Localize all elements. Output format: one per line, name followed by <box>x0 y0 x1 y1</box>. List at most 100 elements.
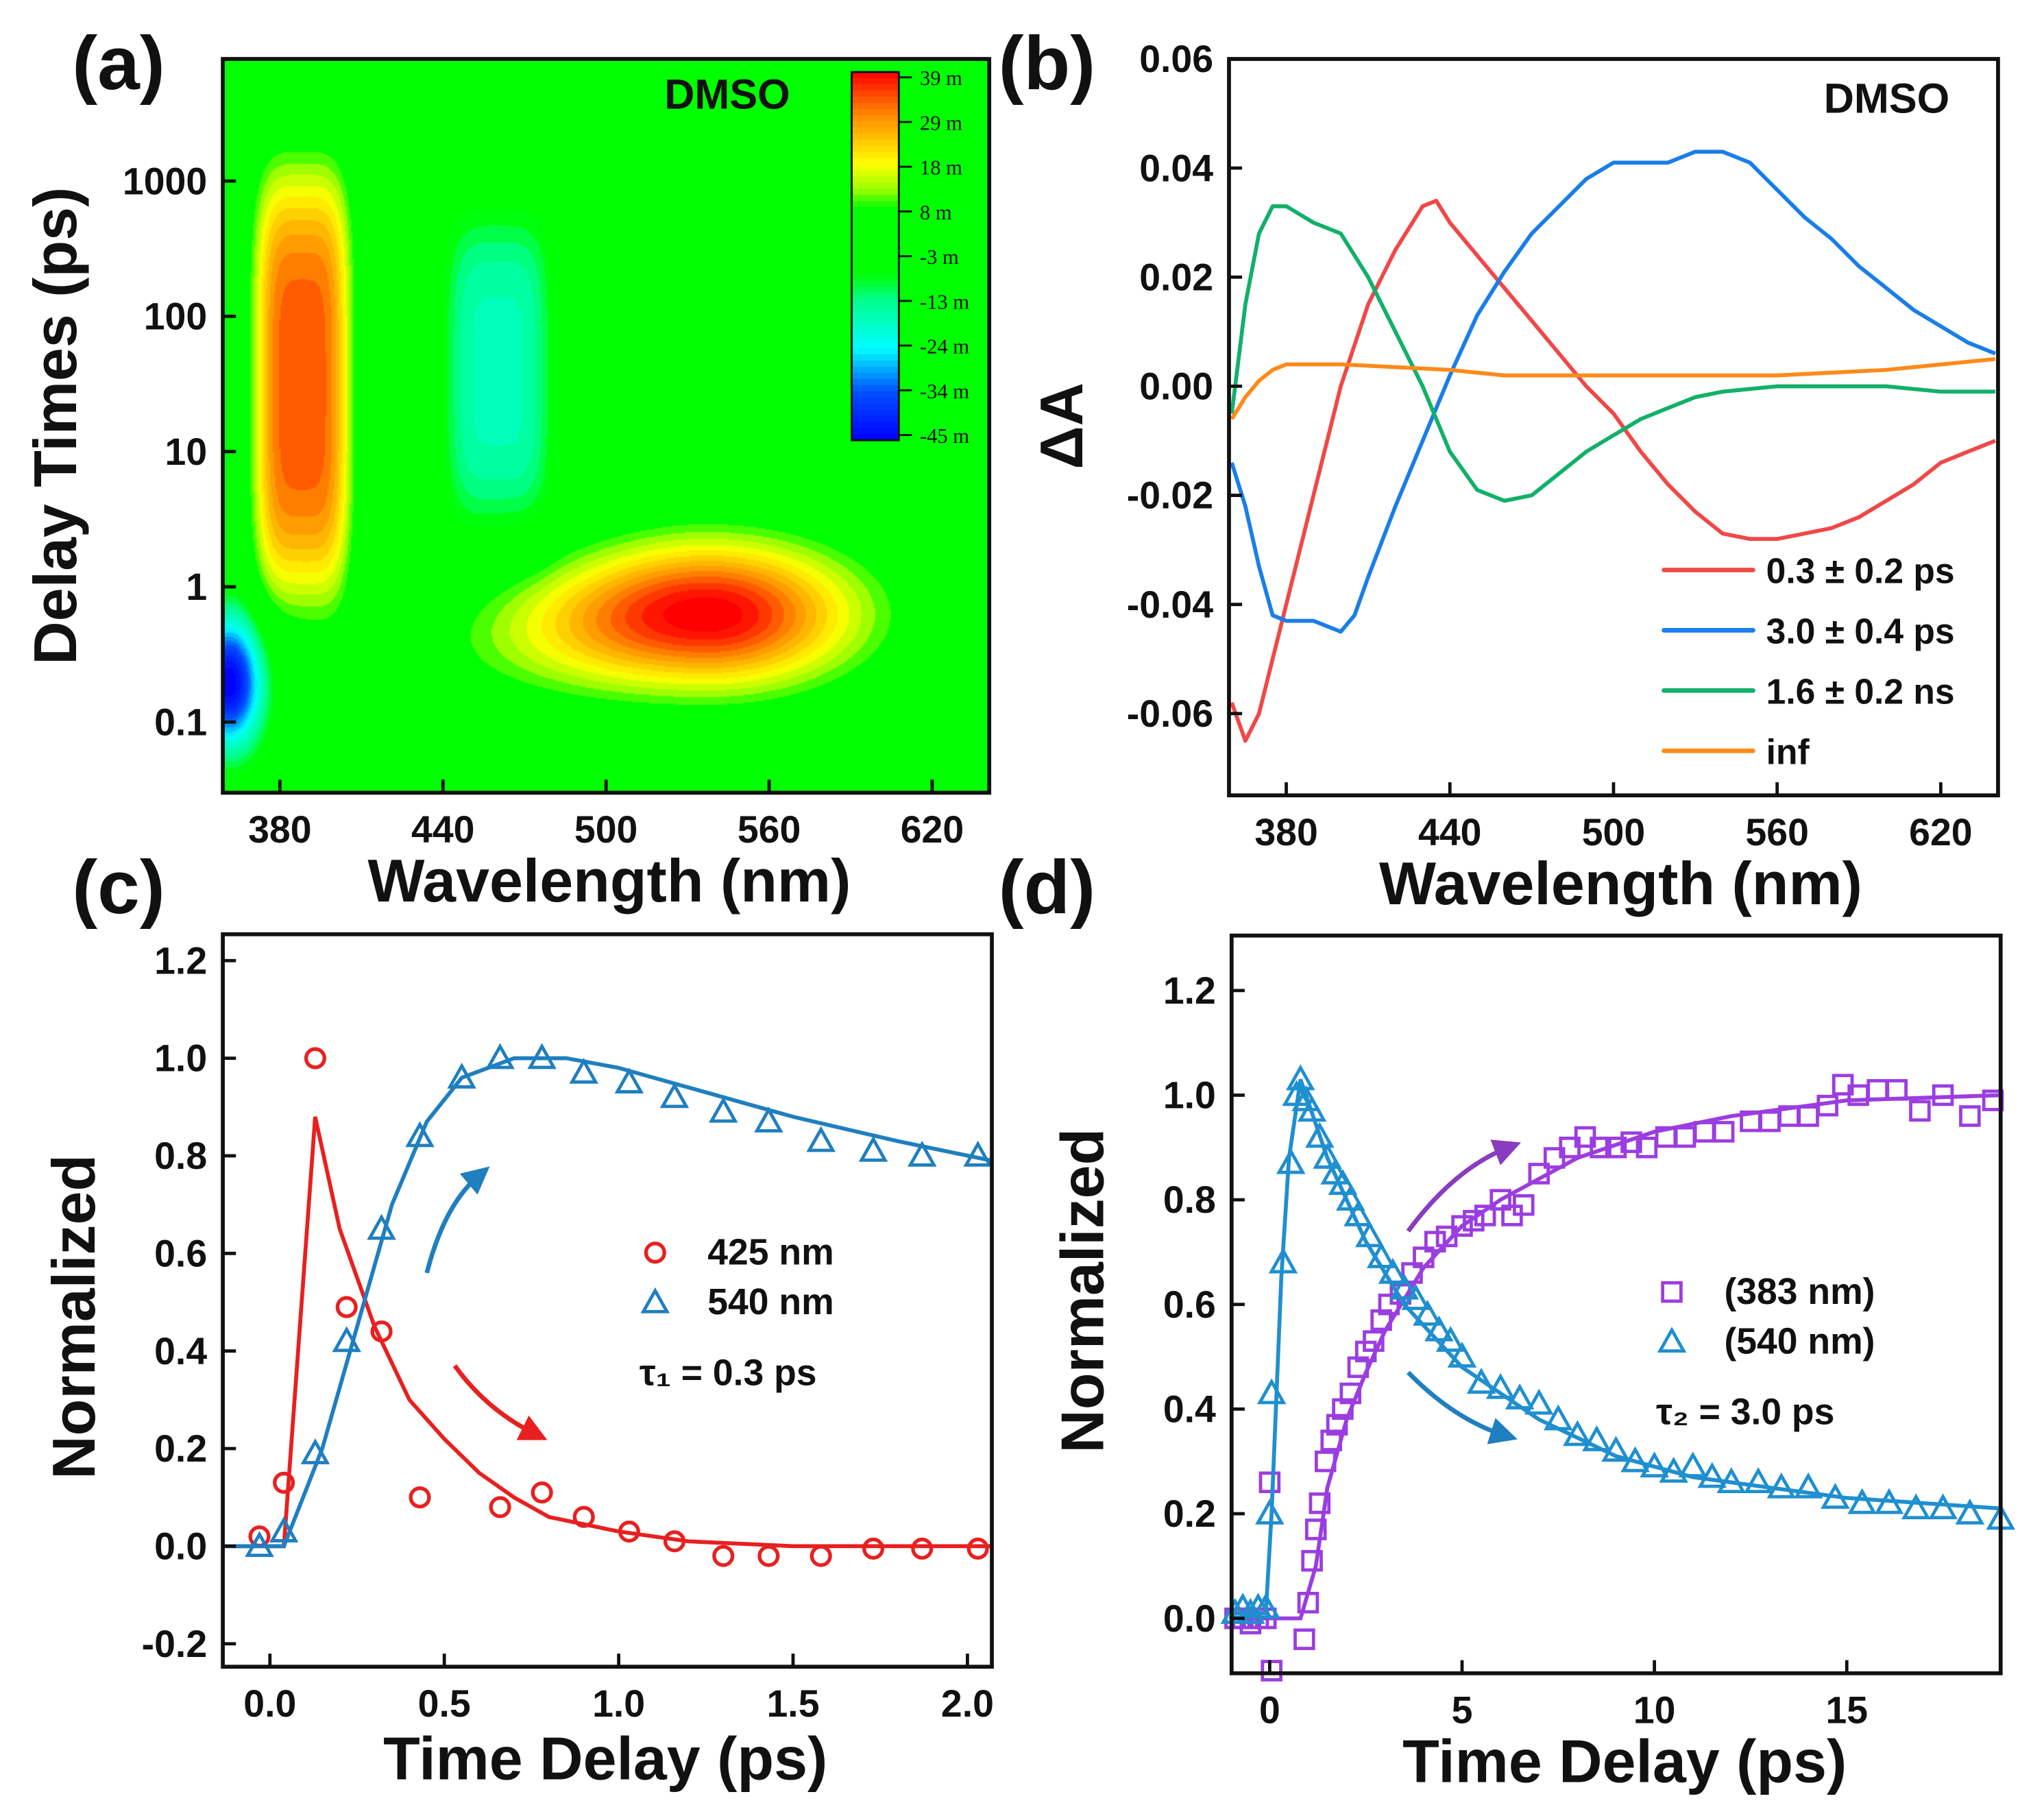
colorbar-segment <box>851 108 899 116</box>
c-data-point <box>304 1047 326 1069</box>
c-data-point <box>527 1043 557 1069</box>
d-data-point <box>1759 1110 1781 1133</box>
d-data-point <box>1847 1488 1877 1514</box>
c-data-point <box>531 1481 553 1504</box>
colorbar-tick-label: -34 m <box>920 380 969 403</box>
colorbar-segment <box>851 84 899 92</box>
d-decay-arrow <box>1407 1370 1518 1444</box>
d-data-point <box>1909 1100 1931 1122</box>
c-data-point <box>907 1140 937 1167</box>
c-xtick-label: 1.0 <box>592 1682 645 1725</box>
panel-c-kinetics: 425 nm 540 nm τ₁ = 0.3 ps 0.0 0.5 1.0 1.5 2.0 -0… <box>142 932 994 1725</box>
colorbar-segment <box>851 378 899 386</box>
d-data-point <box>1268 1247 1298 1274</box>
d-data-point <box>1366 1242 1396 1268</box>
d-data-point <box>1582 1425 1611 1451</box>
c-ytick-label: 0.0 <box>154 1525 207 1568</box>
d-data-point <box>1301 1549 1323 1572</box>
d-data-point <box>1328 1169 1358 1195</box>
colorbar-segment <box>851 397 899 404</box>
c-data-point <box>806 1126 836 1152</box>
d-data-point <box>1378 1257 1408 1284</box>
b-ytick-label: 0.00 <box>1139 365 1213 408</box>
colorbar-segment <box>851 237 899 245</box>
a-solvent-label: DMSO <box>664 71 790 118</box>
colorbar-segment <box>851 127 899 134</box>
a-xtick-label: 560 <box>738 808 801 851</box>
d-legend-marker <box>1661 1281 1683 1303</box>
d-data-point <box>1659 1456 1688 1483</box>
d-data-point <box>1524 1388 1554 1415</box>
d-data-point <box>1255 1498 1285 1525</box>
d-data-point <box>1309 1492 1331 1514</box>
d-ytick-label: 0.4 <box>1163 1388 1216 1430</box>
c-data-point <box>966 1537 989 1560</box>
c-ytick-label: 0.2 <box>154 1427 207 1470</box>
d-data-point <box>1797 1105 1819 1127</box>
d-data-point <box>1326 1414 1348 1436</box>
d-data-point <box>1959 1105 1981 1127</box>
d-legend-marker <box>1657 1327 1687 1353</box>
d-data-point <box>1413 1299 1442 1326</box>
a-frame <box>221 57 992 795</box>
b-ylabel: ΔA <box>1027 383 1095 470</box>
c-data-point <box>245 1531 274 1558</box>
c-rise-arrow <box>424 1166 490 1274</box>
d-data-point <box>1901 1493 1931 1520</box>
panel-label-a: (a) <box>72 21 165 106</box>
colorbar-segment <box>851 341 899 350</box>
b-xtick-label: 560 <box>1745 811 1808 854</box>
c-data-point <box>862 1537 885 1560</box>
d-data-point <box>1276 1148 1306 1174</box>
d-data-point <box>1716 1467 1747 1493</box>
colorbar-segment <box>851 121 899 128</box>
c-data-point <box>489 1496 511 1518</box>
d-data-point <box>1743 1467 1773 1493</box>
panel-d-kinetics: (383 nm) (540 nm) τ₂ = 3.0 ps 0 5 10 15 0.0 0.2 0… <box>1163 933 2016 1731</box>
colorbar-segment <box>851 287 899 294</box>
colorbar-segment <box>851 90 899 98</box>
d-data-point <box>1451 1215 1473 1237</box>
d-data-point <box>1435 1326 1465 1352</box>
d-legend-label: (540 nm) <box>1724 1321 1875 1362</box>
colorbar-segment <box>851 280 899 288</box>
colorbar-segment <box>851 317 899 325</box>
d-ytick-label: 0.2 <box>1163 1492 1216 1535</box>
d-data-point <box>1528 1163 1550 1185</box>
d-data-point <box>1424 1231 1446 1253</box>
a-xlabel: Wavelength (nm) <box>367 847 851 915</box>
c-data-point <box>447 1062 476 1089</box>
c-data-point <box>911 1537 934 1560</box>
b-ytick-label: 0.06 <box>1139 38 1213 80</box>
c-data-point <box>858 1135 888 1162</box>
c-ytick-label: 1.0 <box>154 1037 207 1080</box>
d-data-point <box>1297 1591 1319 1614</box>
d-ytick-label: 0.8 <box>1163 1178 1216 1221</box>
c-data-point <box>485 1043 515 1069</box>
colorbar-segment <box>851 114 899 122</box>
d-rise-arrow <box>1406 1139 1522 1233</box>
d-data-point <box>1463 1209 1485 1232</box>
d-data-point <box>1258 1471 1281 1493</box>
d-data-point <box>1485 1372 1516 1399</box>
d-data-point <box>1401 1262 1423 1284</box>
d-data-point <box>1866 1079 1888 1101</box>
colorbar-segment <box>851 72 899 80</box>
c-data-point <box>663 1530 686 1553</box>
c-decay-arrow <box>452 1364 548 1440</box>
d-data-point <box>1424 1315 1454 1342</box>
a-xtick-label: 440 <box>411 808 474 851</box>
d-data-point <box>1314 1450 1337 1473</box>
d-data-point <box>1220 1597 1250 1624</box>
d-data-point <box>1343 1200 1373 1226</box>
a-ytick-label: 100 <box>144 295 207 338</box>
d-fit-line-1 <box>1231 1078 2001 1615</box>
b-xtick-label: 500 <box>1582 811 1645 854</box>
d-ytick-label: 0.0 <box>1163 1597 1216 1640</box>
c-data-point <box>572 1505 595 1528</box>
colorbar-tick-label: -13 m <box>920 290 969 313</box>
d-ylabel: Normalized <box>1049 1128 1117 1453</box>
d-data-point <box>1605 1137 1627 1159</box>
colorbar-segment <box>851 207 899 215</box>
